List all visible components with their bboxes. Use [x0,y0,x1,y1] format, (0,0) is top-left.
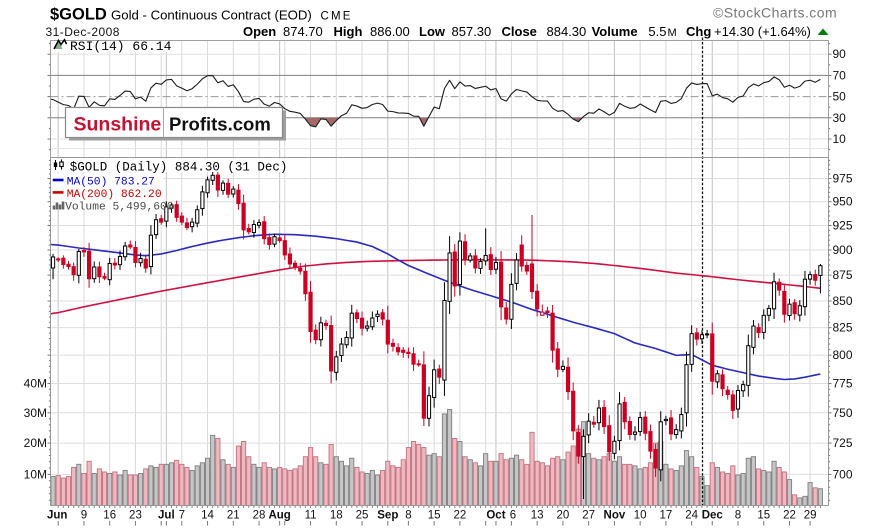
svg-text:30: 30 [833,111,847,125]
svg-text:Jun: Jun [47,510,67,522]
svg-text:8: 8 [405,510,411,522]
svg-text:875: 875 [833,268,853,282]
svg-text:900: 900 [833,243,853,257]
svg-text:925: 925 [833,219,853,233]
svg-text:6: 6 [510,510,516,522]
svg-text:Volume: Volume [592,24,638,39]
svg-text:+14.30 (+1.64%): +14.30 (+1.64%) [714,24,811,39]
svg-text:Jul: Jul [158,510,175,522]
svg-text:RSI(14) 66.14: RSI(14) 66.14 [70,39,172,54]
svg-text:825: 825 [833,321,853,335]
svg-text:700: 700 [833,467,853,481]
svg-text:11: 11 [305,510,317,522]
svg-text:850: 850 [833,294,853,308]
svg-text:Sep: Sep [377,510,398,522]
svg-text:975: 975 [833,172,853,186]
svg-text:MA(200) 862.20: MA(200) 862.20 [67,189,162,201]
svg-text:15: 15 [757,510,770,522]
svg-text:50: 50 [833,90,847,104]
svg-text:9: 9 [81,510,87,522]
svg-text:18: 18 [330,510,343,522]
svg-text:775: 775 [833,377,853,391]
svg-text:Low: Low [419,24,446,39]
svg-text:Gold - Continuous Contract (EO: Gold - Continuous Contract (EOD) [111,8,312,23]
svg-text:15: 15 [428,510,441,522]
svg-text:800: 800 [833,348,853,362]
svg-text:M: M [668,27,677,39]
svg-text:16: 16 [103,510,116,522]
svg-text:Aug: Aug [268,510,290,522]
svg-text:22: 22 [454,510,467,522]
svg-text:MA(50) 783.27: MA(50) 783.27 [67,176,155,188]
svg-text:High: High [334,24,363,39]
svg-text:886.00: 886.00 [370,24,410,39]
svg-text:20M: 20M [24,436,47,450]
svg-text:25: 25 [356,510,369,522]
svg-text:14: 14 [201,510,214,522]
svg-text:8: 8 [735,510,741,522]
svg-text:21: 21 [227,510,240,522]
svg-text:CME: CME [321,11,353,23]
svg-text:40M: 40M [24,377,47,391]
svg-text:Close: Close [502,24,537,39]
svg-text:Open: Open [243,24,276,39]
svg-text:5.5: 5.5 [648,24,666,39]
svg-text:28: 28 [253,510,266,522]
svg-text:©StockCharts.com: ©StockCharts.com [713,5,837,21]
svg-text:Nov: Nov [604,510,626,522]
svg-text:70: 70 [833,68,847,82]
svg-text:725: 725 [833,436,853,450]
svg-text:Oct: Oct [486,510,505,522]
svg-text:Dec: Dec [702,510,724,522]
svg-text:10: 10 [634,510,647,522]
svg-text:750: 750 [833,406,853,420]
svg-text:23: 23 [129,510,142,522]
svg-text:22: 22 [783,510,796,522]
svg-text:Chg: Chg [686,24,711,39]
svg-text:90: 90 [833,47,847,61]
svg-text:20: 20 [557,510,570,522]
svg-text:884.30: 884.30 [547,24,587,39]
svg-text:Sunshine: Sunshine [74,114,162,136]
svg-text:857.30: 857.30 [452,24,492,39]
svg-text:31-Dec-2008: 31-Dec-2008 [46,25,120,39]
svg-text:950: 950 [833,195,853,209]
svg-text:874.70: 874.70 [283,24,323,39]
svg-text:$GOLD (Daily) 884.30 (31 Dec): $GOLD (Daily) 884.30 (31 Dec) [70,160,288,174]
svg-text:7: 7 [179,510,185,522]
svg-text:13: 13 [531,510,544,522]
svg-text:$GOLD: $GOLD [50,6,107,24]
svg-text:Profits.com: Profits.com [169,114,271,135]
svg-text:10M: 10M [24,467,47,481]
svg-text:17: 17 [660,510,673,522]
svg-text:27: 27 [582,510,595,522]
svg-text:24: 24 [685,510,698,522]
svg-text:10: 10 [833,132,847,146]
svg-text:30M: 30M [24,406,47,420]
svg-text:Volume 5,499,600: Volume 5,499,600 [65,201,174,213]
svg-text:29: 29 [804,510,817,522]
